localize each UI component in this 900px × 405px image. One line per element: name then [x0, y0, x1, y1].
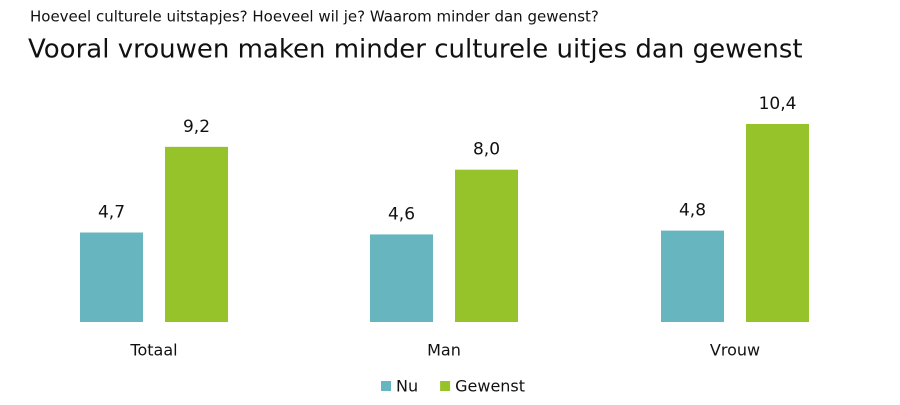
data-label: 4,6	[388, 204, 415, 224]
legend-swatch	[381, 381, 391, 391]
data-label: 8,0	[473, 140, 500, 160]
chart-subtitle: Hoeveel culturele uitstapjes? Hoeveel wi…	[30, 8, 599, 26]
legend-swatch	[440, 381, 451, 391]
bar	[80, 232, 143, 322]
data-label: 4,7	[98, 203, 125, 223]
legend-label: Nu	[396, 377, 418, 396]
bar	[661, 230, 724, 322]
bar	[165, 146, 228, 322]
data-label: 9,2	[183, 117, 210, 137]
x-tick-label: Vrouw	[710, 341, 760, 360]
data-label: 4,8	[679, 201, 706, 221]
bar	[746, 123, 809, 322]
bar	[370, 234, 433, 322]
chart-title: Vooral vrouwen maken minder culturele ui…	[28, 35, 803, 65]
x-tick-label: Totaal	[129, 341, 177, 360]
data-label: 10,4	[759, 94, 797, 114]
x-tick-label: Man	[427, 341, 461, 360]
legend-label: Gewenst	[455, 377, 525, 396]
bar	[455, 169, 518, 322]
